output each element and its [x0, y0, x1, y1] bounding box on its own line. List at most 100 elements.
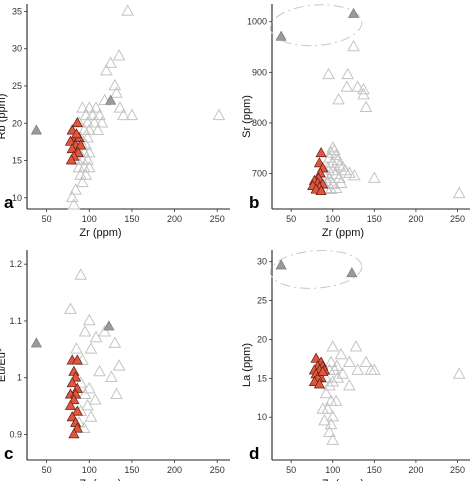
data-point-triangle-filled	[68, 428, 80, 439]
x-axis-label: Zr (ppm)	[79, 227, 121, 239]
x-axis-label: Zr (ppm)	[322, 478, 364, 481]
y-tick-label: 1000	[247, 17, 267, 27]
data-point-triangle-open	[326, 433, 340, 445]
data-point-triangle-open	[112, 359, 126, 371]
y-tick-label: 700	[252, 169, 267, 179]
data-point-triangle-filled	[30, 337, 42, 348]
data-point-triangle-open	[343, 378, 356, 391]
data-point-triangle-filled	[347, 7, 360, 18]
data-point-triangle-open	[104, 56, 117, 68]
data-point-triangle-open	[333, 158, 346, 171]
x-tick-label: 200	[408, 214, 423, 224]
data-point-triangle-open	[323, 171, 336, 183]
x-tick-label: 150	[367, 214, 382, 224]
y-tick-label: 25	[257, 296, 267, 306]
data-point-triangle-open	[67, 198, 81, 210]
x-tick-label: 50	[286, 465, 296, 475]
y-axis-label: Eu/Eu*	[0, 347, 8, 382]
data-point-triangle-open	[324, 182, 338, 195]
data-point-triangle-open	[329, 148, 343, 161]
data-point-triangle-filled	[317, 365, 329, 376]
data-point-triangle-open	[331, 371, 345, 383]
data-point-triangle-open	[76, 101, 89, 113]
panel-d: 50 100 150 200 250 10 15 20 25 30 Zr (ppm) La (ppm)…	[241, 250, 470, 481]
data-point-triangle-open	[321, 402, 335, 414]
y-tick-label: 30	[257, 257, 267, 267]
data-point-triangle-filled	[66, 377, 78, 388]
data-point-triangle-open	[364, 363, 378, 375]
data-point-triangle-open	[348, 168, 361, 181]
data-point-triangle-filled	[64, 399, 77, 410]
data-point-triangle-open	[322, 67, 335, 80]
y-tick-label: 30	[12, 44, 22, 54]
data-point-triangle-open	[65, 190, 79, 203]
data-point-triangle-filled	[71, 116, 83, 128]
data-point-triangle-open	[78, 387, 92, 399]
y-tick-label: 800	[252, 118, 267, 128]
data-point-triangle-open	[318, 413, 331, 426]
data-point-triangle-filled	[30, 124, 42, 135]
data-point-triangle-open	[212, 108, 226, 121]
data-point-triangle-open	[341, 67, 355, 80]
data-point-triangle-filled	[70, 128, 83, 139]
y-axis-label: Rb (ppm)	[0, 94, 8, 140]
data-point-triangle-open	[84, 342, 98, 354]
data-point-triangle-open	[93, 364, 106, 377]
data-point-triangle-open	[343, 166, 356, 178]
x-tick-label: 50	[42, 465, 52, 475]
data-point-triangle-open	[334, 176, 348, 188]
data-point-triangle-open	[98, 93, 111, 106]
data-point-triangle-open	[77, 421, 91, 434]
data-point-triangle-filled	[103, 320, 115, 331]
y-tick-label: 10	[257, 412, 267, 422]
data-point-triangle-open	[81, 398, 94, 411]
data-point-triangle-filled	[275, 259, 287, 270]
data-point-triangle-open	[340, 80, 354, 92]
x-tick-label: 200	[408, 465, 423, 475]
data-point-triangle-filled	[275, 30, 287, 41]
data-point-triangle-open	[452, 367, 466, 379]
data-point-triangle-open	[112, 49, 126, 61]
data-point-triangle-open	[323, 151, 336, 163]
data-point-triangle-filled	[346, 267, 358, 278]
data-point-triangle-open	[88, 116, 101, 128]
y-tick-label: 1.1	[9, 316, 22, 326]
data-point-triangle-open	[74, 376, 88, 388]
data-point-triangle-filled	[66, 143, 78, 154]
data-point-triangle-open	[91, 123, 105, 135]
x-tick-label: 150	[124, 465, 139, 475]
data-point-triangle-open	[326, 340, 340, 352]
data-point-triangle-open	[105, 370, 118, 382]
data-point-triangle-open	[334, 347, 348, 360]
data-point-triangle-open	[93, 108, 106, 121]
y-tick-label: 20	[12, 118, 22, 128]
x-tick-label: 200	[167, 465, 182, 475]
data-point-triangle-open	[84, 410, 98, 422]
x-tick-label: 100	[325, 214, 340, 224]
data-point-triangle-open	[323, 378, 336, 391]
data-point-triangle-open	[89, 330, 103, 343]
data-point-triangle-open	[351, 80, 365, 92]
data-point-triangle-open	[452, 186, 466, 199]
data-point-triangle-filled	[71, 354, 83, 365]
data-point-triangle-open	[117, 108, 130, 121]
panel-a: 50 100 150 200 250 10 15 20 25 30 35 Zr (ppm) Rb (pp…	[0, 4, 230, 239]
x-tick-label: 100	[82, 465, 97, 475]
data-point-triangle-open	[347, 39, 360, 52]
y-tick-label: 900	[252, 67, 267, 77]
panel-b: 50 100 150 200 250 700 800 900 1000 Zr (ppm) Sr (p…	[241, 4, 470, 239]
data-point-triangle-open	[326, 156, 340, 168]
y-tick-label: 10	[12, 193, 22, 203]
x-tick-label: 250	[210, 465, 225, 475]
data-point-triangle-filled	[315, 147, 327, 158]
y-tick-label: 35	[12, 6, 22, 16]
data-point-triangle-open	[357, 87, 370, 100]
data-point-triangle-filled	[68, 365, 80, 376]
y-tick-label: 1	[17, 373, 22, 383]
data-point-triangle-open	[349, 340, 363, 352]
data-point-triangle-open	[89, 101, 103, 113]
data-point-triangle-open	[359, 355, 373, 368]
data-point-triangle-filled	[313, 378, 326, 389]
data-point-triangle-open	[110, 387, 123, 399]
